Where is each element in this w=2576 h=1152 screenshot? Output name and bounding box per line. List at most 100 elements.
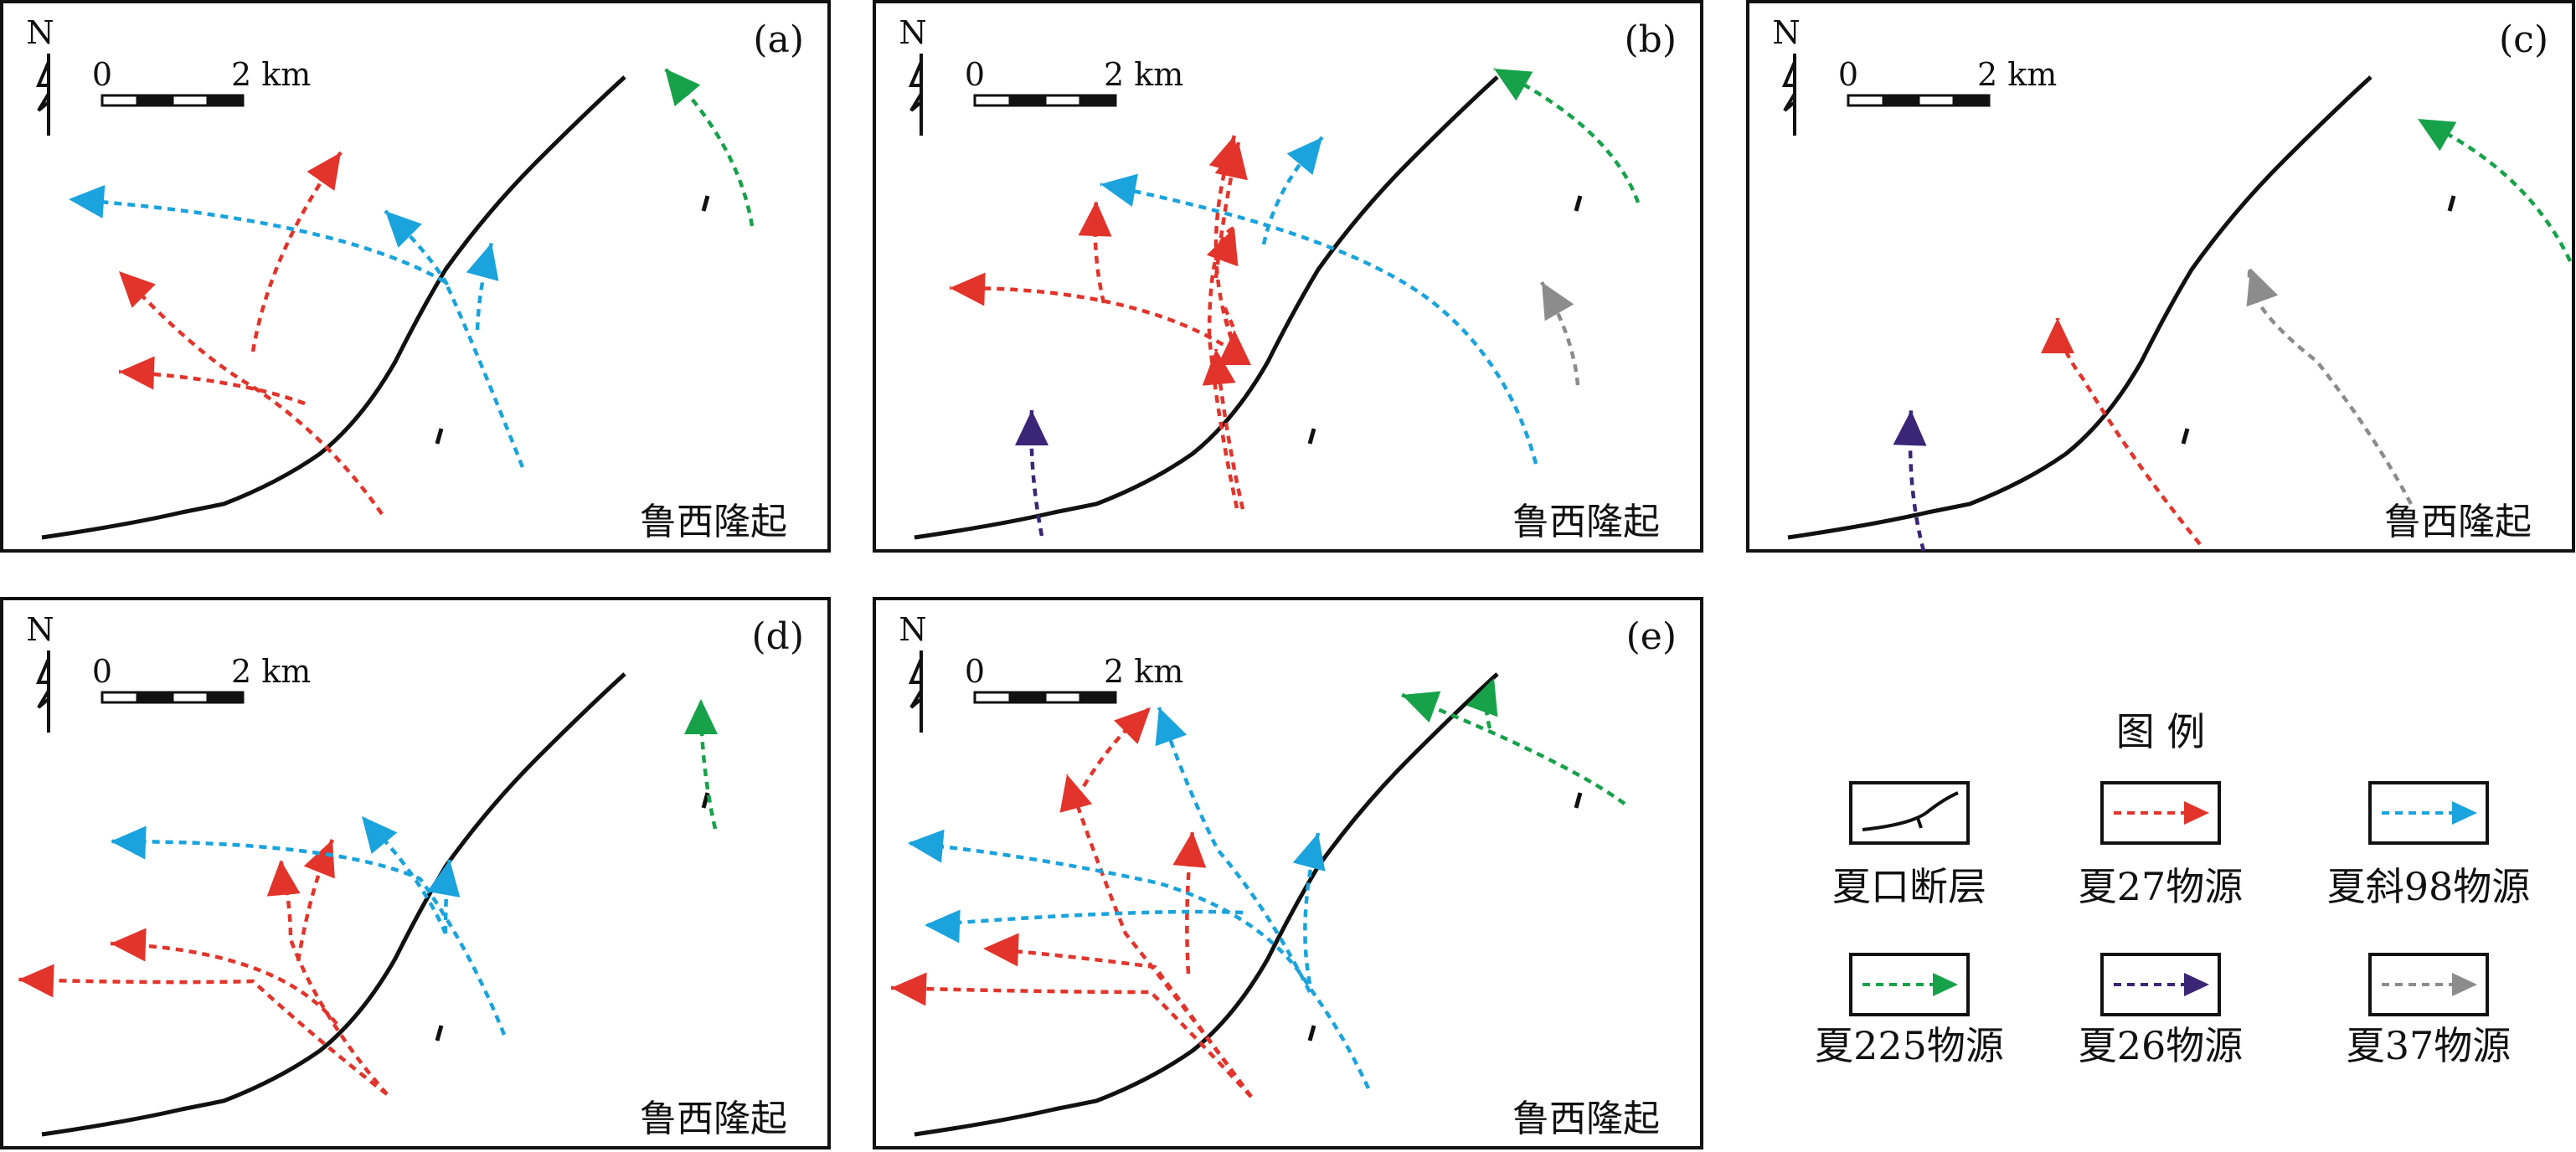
blue-provenance-arrow [360, 815, 448, 934]
scale-end-label: 2 km [1104, 653, 1183, 690]
red-provenance-arrow [890, 972, 1253, 1098]
fault-tick [1307, 195, 1583, 445]
fault-tick [435, 195, 710, 445]
panel-frame [0, 597, 831, 1149]
north-arrow-icon [908, 54, 923, 136]
scale-segment [1847, 94, 1885, 107]
arrow-shaft [475, 242, 494, 331]
arrow-head [1100, 173, 1138, 207]
arrow-head [1155, 707, 1188, 747]
arrow-shaft [1157, 707, 1312, 994]
north-label: N [26, 611, 54, 648]
red-provenance-arrow [1202, 348, 1245, 510]
arrow-head [925, 909, 961, 944]
green-provenance-arrow [1466, 676, 1498, 729]
uplift-label: 鲁西隆起 [1512, 1098, 1660, 1140]
blue-provenance-arrow [907, 829, 1371, 1089]
panel-label: (e) [1626, 615, 1677, 658]
map-panel: (b) N 0 2 km 鲁西隆起 [873, 0, 1703, 553]
north-arrow-icon [1781, 54, 1796, 136]
gray-provenance-arrow [2246, 267, 2413, 506]
green-provenance-arrow [2417, 116, 2573, 262]
scale-zero-label: 0 [1838, 56, 1858, 93]
uplift-label: 鲁西隆起 [2384, 501, 2532, 543]
scale-segment [1043, 94, 1082, 107]
legend-item: 夏37物源 [2347, 953, 2512, 1068]
arrow-shaft [117, 270, 384, 516]
map-panel: (d) N 0 2 km 鲁西隆起 [0, 597, 831, 1149]
green-provenance-arrow [663, 67, 755, 227]
uplift-label: 鲁西隆起 [1512, 501, 1660, 543]
arrow-symbol-head [2184, 973, 2209, 996]
legend-item-label: 夏27物源 [2079, 864, 2244, 909]
scale-segment [171, 691, 209, 704]
legend-item-label: 夏口断层 [1832, 864, 1986, 909]
arrow-head [1893, 410, 1927, 446]
scale-zero-label: 0 [92, 56, 112, 93]
arrow-head [908, 829, 945, 863]
arrow-head [362, 816, 398, 855]
blue-provenance-arrow [68, 184, 525, 468]
arrow-head [1206, 228, 1239, 267]
green-provenance-arrow [684, 698, 718, 830]
arrow-shaft [1303, 832, 1321, 985]
panel-frame [873, 0, 1703, 553]
legend-title: 图 例 [2116, 709, 2206, 754]
arrow-head [303, 840, 335, 879]
north-label: N [899, 14, 926, 51]
arrow-head [1286, 137, 1322, 176]
panel-frame [1746, 0, 2575, 553]
scale-end-label: 2 km [1104, 56, 1183, 93]
arrow-shaft [118, 369, 306, 406]
arrow-head [18, 964, 54, 998]
fault-line [41, 672, 626, 1137]
scale-segment [206, 691, 245, 704]
arrow-head [119, 271, 156, 308]
legend-item: 夏225物源 [1815, 953, 2004, 1068]
scale-segment [206, 94, 245, 107]
north-arrow-icon [35, 54, 50, 136]
arrow-head [1466, 678, 1498, 717]
arrow-shaft [663, 67, 755, 227]
purple-provenance-arrow [1015, 409, 1048, 537]
arrow-shaft [296, 839, 335, 962]
scale-segment [1008, 691, 1047, 704]
scale-zero-label: 0 [965, 653, 985, 690]
blue-provenance-arrow [110, 825, 507, 1036]
red-provenance-arrow [2041, 317, 2202, 546]
red-provenance-arrow [110, 928, 338, 1026]
blue-provenance-arrow [924, 909, 1244, 944]
red-provenance-arrow [1172, 831, 1207, 975]
arrow-shaft [1064, 774, 1253, 1098]
fault-symbol [1862, 791, 1959, 831]
legend-symbol-box [2368, 781, 2489, 845]
arrow-head [950, 272, 986, 306]
arrow-head [1059, 774, 1093, 813]
panel-frame [0, 0, 831, 553]
scale-segment [136, 691, 174, 704]
north-label: N [26, 14, 54, 51]
legend-item: 夏口断层 [1832, 781, 1986, 909]
fault-line [914, 75, 1499, 540]
arrow-shaft [1492, 66, 1641, 203]
arrow-head [1402, 691, 1441, 723]
red-provenance-arrow [1206, 225, 1239, 509]
scale-end-label: 2 km [231, 653, 311, 690]
red-provenance-arrow [1075, 706, 1152, 800]
scale-segment [100, 691, 139, 704]
panel-label: (c) [2499, 18, 2548, 61]
arrow-head [111, 928, 147, 962]
blue-provenance-arrow [1292, 832, 1326, 985]
legend-item-label: 夏37物源 [2347, 1023, 2512, 1068]
legend-item-label: 夏26物源 [2079, 1023, 2244, 1068]
legend-symbol-box [1849, 781, 1970, 845]
arrow-head [1292, 833, 1326, 872]
scale-bar: 0 2 km [92, 56, 311, 107]
scale-end-label: 2 km [231, 56, 311, 93]
map-panel: (c) N 0 2 km 鲁西隆起 [1746, 0, 2575, 553]
arrow-head [427, 860, 461, 897]
fault-line [41, 75, 626, 540]
arrow-shaft [1213, 348, 1245, 510]
